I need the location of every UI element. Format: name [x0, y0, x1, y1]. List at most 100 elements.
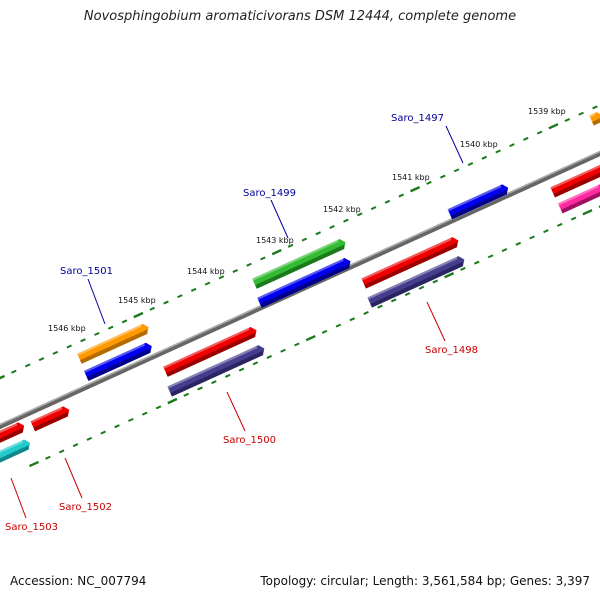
scale-tick: [133, 311, 144, 319]
scale-tick: [114, 424, 120, 429]
scale-tick: [390, 298, 397, 303]
scale-tick: [280, 348, 286, 353]
scale-tick: [72, 443, 79, 448]
scale-tick: [522, 136, 529, 141]
scale-tick: [190, 287, 197, 292]
scale-tick: [329, 224, 335, 229]
scale-tick: [529, 235, 535, 240]
scale-tick: [432, 279, 439, 284]
scale-tick: [384, 199, 391, 204]
scale-tick: [501, 248, 508, 253]
scale-tick: [66, 344, 72, 349]
scale-tick: [183, 392, 189, 397]
gene-feature-saro-1499-blue[interactable]: [257, 256, 353, 308]
scale-tick: [271, 248, 282, 256]
scale-tick: [343, 218, 349, 223]
scale-tick: [149, 306, 155, 311]
scale-tick: [453, 168, 460, 173]
map-title: Novosphingobium aromaticivorans DSM 1244…: [83, 9, 517, 24]
gene-feature-saro-1503-cyan[interactable]: [0, 438, 32, 467]
scale-tick: [543, 229, 549, 234]
scale-tick: [418, 285, 425, 290]
gene-feature-saro-1503[interactable]: [0, 421, 26, 448]
scale-tick: [45, 455, 51, 460]
scale-tick: [100, 430, 106, 435]
gene-label-saro-1503[interactable]: Saro_1503: [5, 522, 58, 533]
scale-tick: [155, 405, 162, 410]
gene-label-saro-1500[interactable]: Saro_1500: [223, 435, 276, 446]
scale-tick: [439, 174, 446, 179]
gene-feature-saro-1498[interactable]: [361, 235, 460, 289]
scale-tick: [582, 209, 593, 216]
kbp-label-1543: 1543 kbp: [256, 236, 294, 245]
gene-feature-saro-1500[interactable]: [163, 325, 259, 377]
scale-tick: [141, 411, 148, 416]
kbp-label-1540: 1540 kbp: [460, 140, 498, 149]
scale-tick: [260, 256, 266, 261]
scale-tick: [321, 329, 328, 334]
gene-label-saro-1499[interactable]: Saro_1499: [243, 188, 296, 199]
gene-label-saro-1502[interactable]: Saro_1502: [59, 502, 112, 513]
gene-label-saro-1498[interactable]: Saro_1498: [425, 345, 478, 356]
scale-tick: [11, 369, 17, 374]
scale-tick: [80, 338, 86, 343]
tick-tracks: [0, 105, 600, 468]
gene-feature-saro-1497[interactable]: [447, 183, 511, 220]
gene-feature-top-right-red[interactable]: [550, 163, 600, 198]
gene-label-saro-1497[interactable]: Saro_1497: [391, 113, 444, 124]
gene-feature-saro-1501-blue[interactable]: [83, 341, 154, 381]
gene-feature-saro-1499[interactable]: [252, 237, 348, 289]
scale-tick: [426, 180, 432, 185]
scale-tick: [335, 323, 342, 328]
scale-tick: [52, 350, 59, 355]
scale-tick: [218, 275, 225, 280]
gene-feature-saro-1502[interactable]: [30, 405, 72, 432]
scale-tick: [564, 117, 571, 122]
gene-feature-saro-1500-purple[interactable]: [167, 343, 266, 397]
gene-feature-top-right-orange[interactable]: [589, 111, 600, 126]
scale-tick: [232, 269, 238, 274]
gene-features: [0, 111, 600, 467]
scale-tick: [177, 294, 183, 299]
scale-tick: [487, 254, 494, 259]
scale-tick: [128, 417, 134, 422]
scale-tick: [370, 206, 377, 211]
gene-feature-saro-1498-purple[interactable]: [367, 254, 466, 308]
scale-tick: [0, 374, 6, 380]
scale-tick: [467, 162, 474, 167]
scale-tick: [536, 130, 543, 135]
scale-tick: [94, 331, 100, 336]
gene-label-saro-1501[interactable]: Saro_1501: [60, 266, 113, 277]
scale-tick: [266, 355, 272, 360]
scale-tick: [86, 436, 93, 441]
gene-feature-top-right-magenta[interactable]: [557, 183, 600, 214]
scale-tick: [224, 373, 231, 378]
scale-tick: [410, 186, 421, 193]
scale-tick: [578, 111, 584, 116]
gene-feature-saro-1501[interactable]: [77, 322, 151, 364]
scale-tick: [444, 272, 455, 279]
scale-tick: [377, 304, 383, 309]
scale-tick: [167, 397, 178, 405]
scale-tick: [246, 262, 252, 267]
scale-tick: [121, 319, 128, 324]
scale-tick: [238, 367, 245, 372]
scale-tick: [315, 231, 322, 236]
scale-tick: [28, 460, 40, 468]
scale-tick: [163, 300, 169, 305]
scale-tick: [107, 325, 114, 330]
scale-tick: [404, 292, 411, 297]
kbp-label-1539: 1539 kbp: [528, 107, 566, 116]
accession-text: Accession: NC_007794: [10, 574, 147, 588]
scale-tick: [398, 193, 405, 198]
scale-tick: [211, 380, 217, 385]
scale-tick: [349, 317, 356, 322]
kbp-label-1541: 1541 kbp: [392, 173, 430, 182]
scale-tick: [197, 386, 203, 391]
scale-tick: [287, 243, 294, 248]
kbp-label-1542: 1542 kbp: [323, 205, 361, 214]
scale-tick: [204, 281, 211, 286]
leader-lines: [10, 125, 464, 519]
scale-tick: [356, 212, 363, 217]
